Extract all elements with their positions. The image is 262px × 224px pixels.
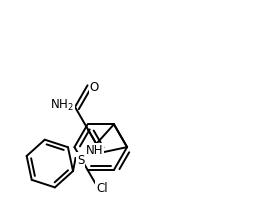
Text: Cl: Cl	[96, 182, 108, 195]
Text: NH: NH	[86, 144, 103, 157]
Text: O: O	[90, 81, 99, 94]
Text: NH$_2$: NH$_2$	[50, 97, 74, 113]
Text: S: S	[77, 153, 84, 166]
